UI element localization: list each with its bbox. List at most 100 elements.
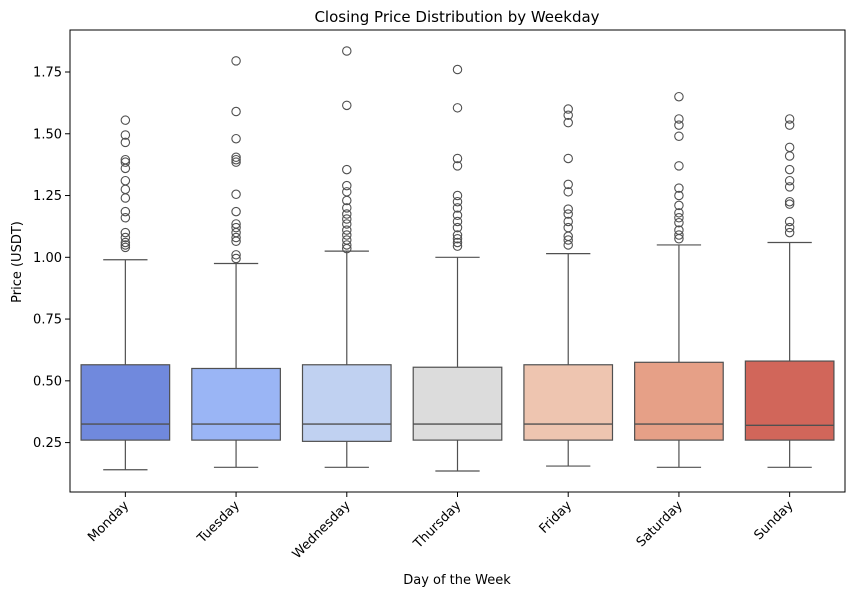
outlier-point xyxy=(231,106,241,117)
outlier-point xyxy=(231,227,241,238)
box-group-saturday xyxy=(634,91,724,468)
outlier-point xyxy=(342,219,352,229)
outlier-point xyxy=(342,225,352,235)
y-axis-label: Price (USDT) xyxy=(10,221,25,303)
outlier-point xyxy=(452,161,463,171)
outlier-point xyxy=(231,133,241,144)
outlier-point xyxy=(563,216,573,227)
outlier-point xyxy=(563,187,573,197)
plot-area xyxy=(69,29,846,493)
outlier-point xyxy=(452,210,463,221)
outlier-point xyxy=(452,190,463,201)
outlier-point xyxy=(231,250,241,260)
outlier-point xyxy=(452,216,463,227)
outlier-point xyxy=(342,187,352,197)
y-tick-label: 0.25 xyxy=(33,436,62,451)
y-tick-label: 0.50 xyxy=(33,374,62,389)
outlier-point xyxy=(231,232,241,243)
y-tick-label: 1.25 xyxy=(33,189,62,204)
outlier-point xyxy=(784,151,795,161)
outlier-point xyxy=(452,196,463,207)
box-iqr xyxy=(80,364,171,441)
x-axis: Monday Tuesday Wednesday Thursday Friday Satu… xyxy=(85,492,797,562)
box-iqr xyxy=(523,364,614,441)
outlier-point xyxy=(231,154,241,165)
y-tick-label: 1.75 xyxy=(33,66,62,81)
outlier-point xyxy=(342,230,352,240)
outlier-point xyxy=(674,131,684,141)
outlier-point xyxy=(784,196,795,207)
chart-title: Closing Price Distribution by Weekday xyxy=(314,8,599,26)
outlier-point xyxy=(120,193,131,203)
outlier-point xyxy=(342,203,352,213)
outlier-point xyxy=(563,110,573,120)
outlier-point xyxy=(120,137,131,148)
y-tick-label: 0.75 xyxy=(33,313,62,328)
outlier-point xyxy=(674,200,684,211)
outlier-point xyxy=(674,114,684,124)
outlier-point xyxy=(674,213,684,223)
box-group-thursday xyxy=(412,64,503,472)
box-iqr xyxy=(301,364,392,442)
outlier-point xyxy=(342,164,352,175)
outlier-point xyxy=(563,179,573,190)
box-group-tuesday xyxy=(191,56,281,468)
outlier-point xyxy=(231,219,241,229)
outlier-point xyxy=(231,152,241,162)
outlier-point xyxy=(342,209,352,219)
outlier-point xyxy=(120,232,131,243)
box-iqr xyxy=(634,361,724,441)
outlier-point xyxy=(674,225,684,235)
outlier-point xyxy=(342,180,352,191)
outlier-point xyxy=(231,206,241,217)
outlier-point xyxy=(784,227,795,238)
outlier-point xyxy=(120,206,131,217)
x-tick-label: Tuesday xyxy=(194,498,243,547)
outlier-point xyxy=(674,217,684,228)
outlier-point xyxy=(563,235,573,245)
x-axis-label: Day of the Week xyxy=(403,573,511,588)
outlier-point xyxy=(120,157,131,167)
outlier-point xyxy=(120,154,131,165)
outlier-point xyxy=(674,183,684,193)
box-group-friday xyxy=(523,104,614,467)
box-iqr xyxy=(744,360,835,441)
outlier-point xyxy=(563,204,573,214)
outlier-point xyxy=(784,120,795,130)
box-group-wednesday xyxy=(301,46,392,468)
outlier-point xyxy=(452,222,463,233)
y-tick-label: 1.00 xyxy=(33,251,62,266)
outlier-point xyxy=(674,230,684,240)
outlier-point xyxy=(452,230,463,240)
outlier-point xyxy=(120,227,131,238)
outlier-point xyxy=(120,240,131,250)
outlier-point xyxy=(452,64,463,75)
outlier-point xyxy=(120,130,131,140)
outlier-point xyxy=(452,237,463,248)
outlier-point xyxy=(784,182,795,192)
outlier-point xyxy=(231,222,241,233)
y-tick-label: 1.50 xyxy=(33,127,62,142)
outlier-point xyxy=(342,214,352,224)
box-group-monday xyxy=(80,115,171,471)
outlier-point xyxy=(784,175,795,186)
outlier-point xyxy=(784,222,795,233)
outlier-point xyxy=(563,240,573,250)
x-tick-label: Monday xyxy=(85,498,132,545)
outlier-point xyxy=(784,199,795,209)
outlier-point xyxy=(452,103,463,113)
outlier-point xyxy=(231,253,241,264)
outlier-point xyxy=(563,222,573,233)
outlier-point xyxy=(563,153,573,164)
outlier-point xyxy=(120,242,131,253)
box-iqr xyxy=(191,367,281,441)
outlier-point xyxy=(120,115,131,125)
outlier-point xyxy=(342,235,352,245)
y-axis: 0.25 0.50 0.75 1.00 1.25 1.50 1.75 xyxy=(33,66,70,451)
outlier-point xyxy=(120,237,131,248)
outlier-point xyxy=(674,91,684,102)
outlier-point xyxy=(784,142,795,153)
outlier-point xyxy=(674,161,684,171)
outlier-point xyxy=(231,56,241,66)
